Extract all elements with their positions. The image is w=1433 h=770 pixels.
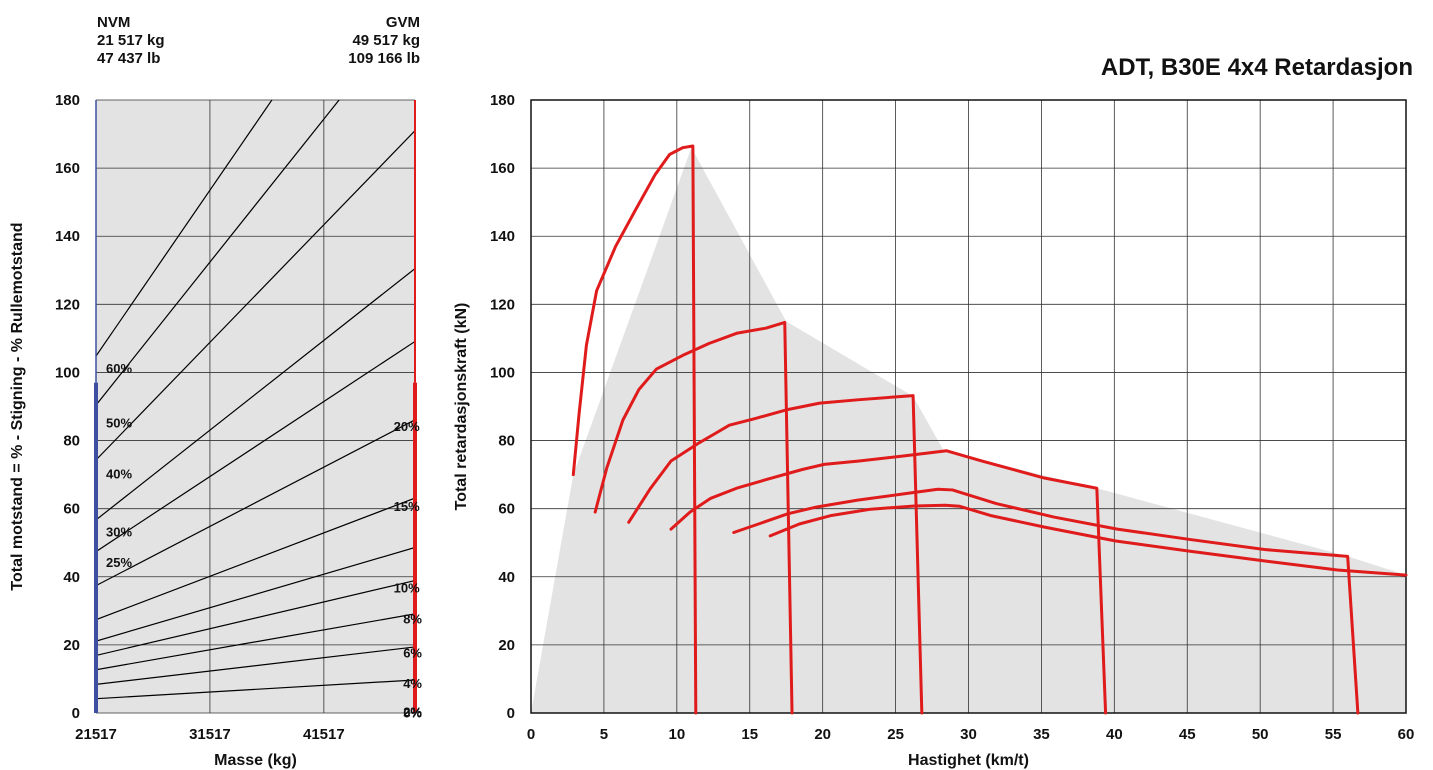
nvm-lb: 47 437 lb	[97, 50, 161, 67]
grade-label: 20%	[394, 419, 420, 434]
right-y-tick-label: 120	[490, 296, 515, 313]
right-x-axis-label: Hastighet (km/t)	[908, 752, 1029, 769]
grade-line	[96, 579, 415, 657]
right-x-tick-label: 35	[1033, 726, 1050, 743]
grade-label: 6%	[403, 645, 422, 660]
right-x-tick-label: 25	[887, 726, 904, 743]
grade-label: 4%	[403, 676, 422, 691]
grade-line	[96, 100, 340, 406]
left-x-axis-label: Masse (kg)	[214, 752, 297, 769]
grade-label: 2%	[403, 704, 422, 719]
gear-curve	[593, 320, 794, 715]
right-x-tick-label: 15	[741, 726, 758, 743]
grade-line	[96, 268, 415, 521]
grade-line	[96, 613, 415, 671]
right-x-tick-label: 10	[668, 726, 685, 743]
grade-line	[96, 419, 415, 587]
grade-label: 50%	[106, 416, 132, 431]
left-grade-lines	[96, 100, 415, 700]
left-y-tick-label: 120	[55, 296, 80, 313]
grade-label: 0%	[403, 706, 422, 721]
right-y-tick-label: 40	[498, 569, 515, 586]
grade-label: 15%	[394, 499, 420, 514]
left-y-axis-label: Total motstand = % - Stigning - % Rullem…	[9, 222, 26, 590]
gear-curves	[571, 144, 1408, 715]
right-y-tick-label: 100	[490, 364, 515, 381]
grade-line	[96, 497, 415, 621]
grade-label: 30%	[106, 525, 132, 540]
gear-curve	[732, 487, 1360, 715]
gvm-kg: 49 517 kg	[352, 32, 420, 49]
left-y-tick-label: 60	[63, 501, 80, 518]
left-y-tick-label: 160	[55, 160, 80, 177]
left-x-tick-label: 31517	[189, 726, 231, 743]
grade-label: 8%	[403, 611, 422, 626]
left-y-tick-label: 100	[55, 364, 80, 381]
gvm-lb: 109 166 lb	[348, 50, 420, 67]
left-y-tick-label: 80	[63, 433, 80, 450]
gear-curve	[768, 503, 1408, 577]
gvm-label: GVM	[385, 14, 420, 31]
grade-label: 60%	[106, 361, 132, 376]
grade-label: 25%	[106, 555, 132, 570]
right-x-tick-label: 45	[1179, 726, 1196, 743]
gear-curve	[669, 449, 1108, 715]
left-y-tick-label: 20	[63, 637, 80, 654]
left-y-tick-label: 40	[63, 569, 80, 586]
left-y-tick-label: 180	[55, 92, 80, 109]
right-x-tick-label: 30	[960, 726, 977, 743]
gear-curve	[627, 394, 924, 715]
right-y-tick-label: 140	[490, 228, 515, 245]
right-plot-frame	[530, 99, 1407, 714]
grade-line	[96, 340, 415, 553]
left-x-tick-label: 21517	[75, 726, 117, 743]
right-x-tick-label: 40	[1106, 726, 1123, 743]
nvm-kg: 21 517 kg	[97, 32, 165, 49]
grade-line	[96, 130, 415, 461]
left-y-tick-label: 140	[55, 228, 80, 245]
right-x-tick-label: 55	[1325, 726, 1342, 743]
nvm-label: NVM	[97, 14, 131, 31]
right-y-tick-label: 20	[498, 637, 515, 654]
left-plot-background	[96, 100, 415, 713]
grade-label: 10%	[394, 581, 420, 596]
right-x-tick-label: 0	[527, 726, 535, 743]
grade-label: 40%	[106, 467, 132, 482]
gear-curve	[571, 144, 698, 715]
chart-title: ADT, B30E 4x4 Retardasjon	[1100, 54, 1413, 81]
grade-line	[96, 646, 415, 685]
grade-line	[96, 100, 273, 357]
right-y-tick-label: 60	[498, 501, 515, 518]
right-x-tick-label: 50	[1252, 726, 1269, 743]
left-x-tick-label: 41517	[303, 726, 345, 743]
right-y-tick-label: 80	[498, 433, 515, 450]
right-y-tick-label: 0	[507, 705, 515, 722]
grade-line	[96, 679, 415, 700]
right-y-tick-label: 160	[490, 160, 515, 177]
left-y-tick-label: 0	[72, 705, 80, 722]
right-x-tick-label: 20	[814, 726, 831, 743]
right-x-tick-label: 5	[600, 726, 608, 743]
right-y-tick-label: 180	[490, 92, 515, 109]
grade-line	[96, 546, 415, 642]
right-x-tick-label: 60	[1398, 726, 1415, 743]
right-y-axis-label: Total retardasjonskraft (kN)	[453, 303, 470, 511]
